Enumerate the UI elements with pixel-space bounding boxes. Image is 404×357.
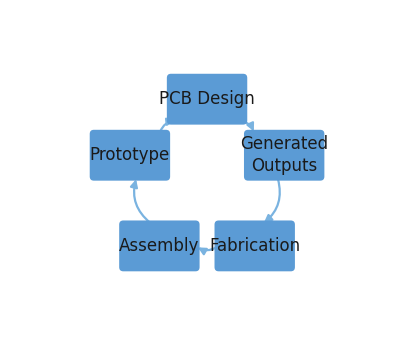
Text: Fabrication: Fabrication	[209, 237, 300, 255]
Text: Generated
Outputs: Generated Outputs	[240, 135, 328, 175]
FancyBboxPatch shape	[244, 130, 324, 181]
Text: Prototype: Prototype	[90, 146, 170, 164]
FancyBboxPatch shape	[167, 74, 247, 125]
Text: PCB Design: PCB Design	[159, 90, 255, 108]
Text: Assembly: Assembly	[119, 237, 200, 255]
FancyBboxPatch shape	[119, 221, 200, 271]
FancyBboxPatch shape	[215, 221, 295, 271]
FancyBboxPatch shape	[90, 130, 170, 181]
